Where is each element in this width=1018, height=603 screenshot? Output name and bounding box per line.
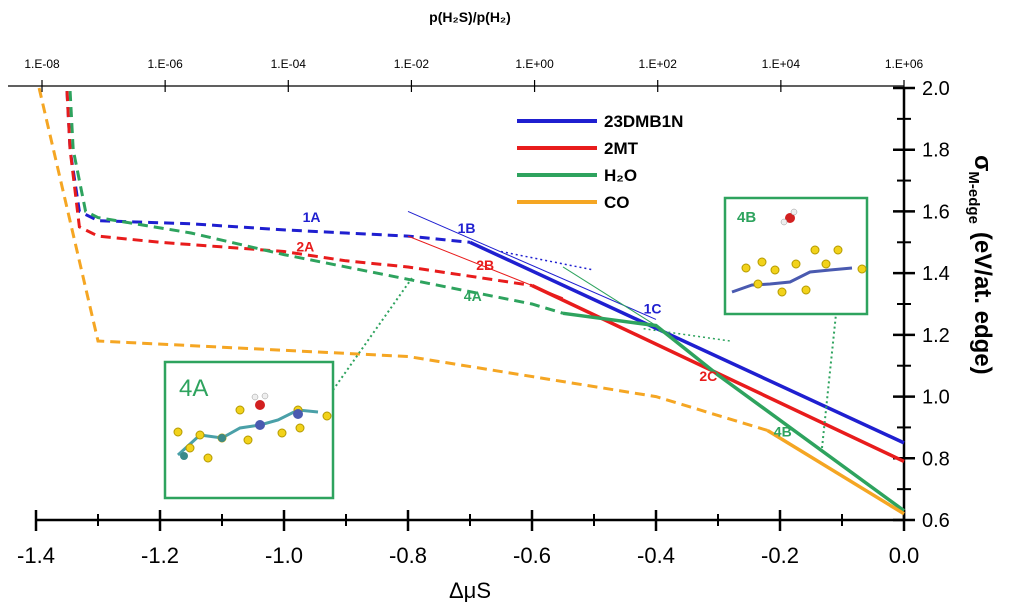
guide-line-1b bbox=[407, 210, 657, 320]
y-axis-units: (eV/at. edge) bbox=[969, 232, 996, 375]
series-0-dashed-line bbox=[65, 91, 471, 244]
annotation-label: 4B bbox=[774, 424, 792, 440]
x-tick-label: -0.8 bbox=[389, 543, 427, 568]
y-axis-subscript: M-edge bbox=[965, 171, 982, 224]
guide-dotted-1b bbox=[500, 250, 595, 271]
y-tick-label: 1.2 bbox=[922, 325, 950, 347]
series-1-dashed-line bbox=[65, 91, 533, 287]
legend: 23DMB1N 2MT H₂O CO bbox=[517, 112, 683, 212]
top-tick-label: 1.E+00 bbox=[515, 57, 554, 71]
annotation-label: 1A bbox=[303, 209, 321, 225]
annotation-label: 4A bbox=[464, 288, 482, 304]
y-tick-label: 1.6 bbox=[922, 201, 950, 223]
top-tick-label: 1.E-06 bbox=[147, 57, 183, 71]
top-tick-label: 1.E-04 bbox=[271, 57, 307, 71]
annotation-label: 1B bbox=[458, 220, 476, 236]
y-tick-label: 1.4 bbox=[922, 263, 950, 285]
top-tick-label: 1.E-08 bbox=[24, 57, 60, 71]
annotation-label: 1C bbox=[644, 300, 662, 316]
svg-text:σM-edge(eV/at. edge): σM-edge (eV/at. edge) bbox=[965, 155, 996, 375]
x-tick-label: -1.0 bbox=[265, 543, 303, 568]
x-axis-label: ΔμS bbox=[449, 578, 491, 603]
top-axis-label: p(H₂S)/p(H₂) bbox=[429, 9, 511, 25]
y-tick-label: 0.6 bbox=[922, 510, 950, 532]
legend-label: 23DMB1N bbox=[604, 112, 683, 131]
inset-4b-label: 4B bbox=[737, 209, 756, 226]
y-tick-label: 2.0 bbox=[922, 78, 950, 100]
y-tick-label: 1.8 bbox=[922, 140, 950, 162]
series-2-dashed-line bbox=[68, 91, 564, 315]
series-3-solid-line bbox=[766, 429, 905, 516]
y-tick-label: 1.0 bbox=[922, 387, 950, 409]
y-axis-label: σM-edge (eV/at. edge) bbox=[965, 155, 996, 375]
y-axis-symbol: σ bbox=[969, 155, 996, 171]
x-tick-label: -0.4 bbox=[637, 543, 675, 568]
series-2-solid-line bbox=[562, 311, 906, 513]
inset-4a: 4A bbox=[163, 360, 335, 500]
legend-label: CO bbox=[604, 193, 630, 212]
legend-label: H₂O bbox=[604, 166, 637, 185]
y-tick-label: 0.8 bbox=[922, 448, 950, 470]
guide-line-2b bbox=[407, 235, 564, 299]
y-axis-ticks: 0.6 0.8 1.0 1.2 1.4 1.6 1.8 2.0 bbox=[893, 78, 950, 532]
top-tick-label: 1.E-02 bbox=[394, 57, 430, 71]
guide-dotted-1c bbox=[643, 327, 731, 342]
top-tick-label: 1.E+06 bbox=[885, 57, 924, 71]
inset-4a-label: 4A bbox=[179, 375, 208, 402]
guide-line-4a bbox=[562, 266, 657, 327]
series-3-dashed-line bbox=[37, 87, 769, 432]
annotation-label: 2C bbox=[699, 368, 717, 384]
top-tick-label: 1.E+04 bbox=[762, 57, 801, 71]
top-tick-label: 1.E+02 bbox=[639, 57, 678, 71]
x-tick-label: -1.4 bbox=[17, 543, 55, 568]
series-0-solid-line bbox=[469, 240, 905, 445]
x-axis-ticks: -1.4 -1.2 -1.0 -0.8 -0.6 -0.4 -0.2 0.0 bbox=[17, 510, 919, 568]
x-tick-label: -0.6 bbox=[513, 543, 551, 568]
annotation-label: 2A bbox=[296, 239, 314, 255]
inset-4b: 4B bbox=[723, 196, 869, 316]
x-tick-label: -1.2 bbox=[141, 543, 179, 568]
annotation-label: 2B bbox=[476, 257, 494, 273]
top-axis-ticks: 1.E-08 1.E-06 1.E-04 1.E-02 1.E+00 1.E+02 1.E+… bbox=[24, 57, 924, 92]
legend-label: 2MT bbox=[604, 139, 639, 158]
connector-4a bbox=[332, 277, 413, 391]
plot-area: 1A 2A 1B 2B 4A 1C 2C 4B bbox=[37, 87, 906, 516]
x-tick-label: -0.2 bbox=[761, 543, 799, 568]
x-tick-label: 0.0 bbox=[889, 543, 920, 568]
